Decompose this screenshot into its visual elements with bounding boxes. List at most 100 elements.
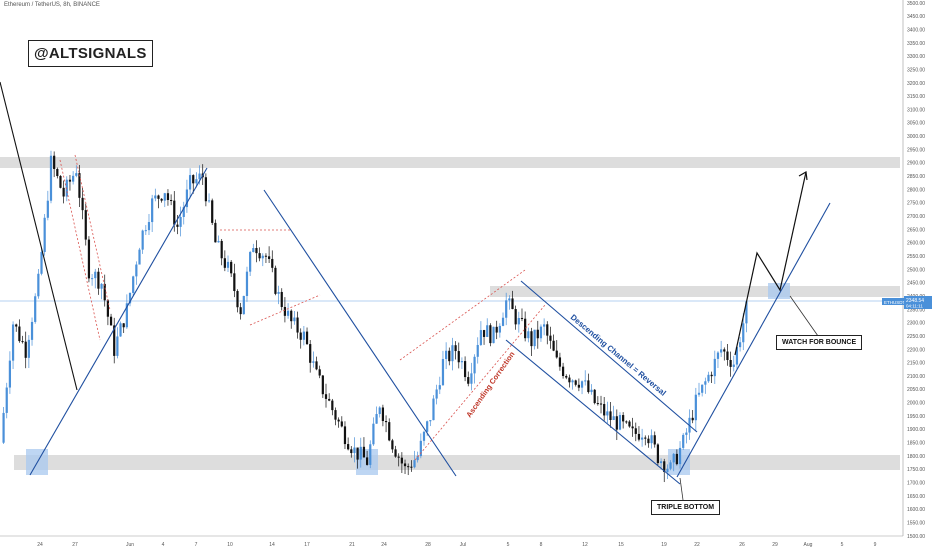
candle-down (675, 453, 678, 465)
x-tick-label: Jul (460, 542, 466, 548)
y-tick-label: 2150.00 (907, 361, 925, 367)
candle-down (331, 400, 334, 411)
candle-down (457, 351, 460, 363)
chart-header: Ethereum / TetherUS, 8h, BINANCE (4, 2, 100, 8)
x-tick-label: 27 (72, 542, 78, 548)
candle-down (78, 173, 81, 198)
trendline-up-2 (676, 202, 831, 478)
candle-down (220, 240, 223, 259)
y-tick-label: 1900.00 (907, 427, 925, 433)
y-tick-label: 1650.00 (907, 494, 925, 500)
bounce-zone (490, 286, 900, 297)
x-tick-label: 9 (874, 542, 877, 548)
candle-up (445, 350, 448, 360)
y-tick-label: 2500.00 (907, 267, 925, 273)
candle-down (495, 326, 498, 333)
candle-up (539, 326, 543, 339)
candle-up (293, 317, 296, 322)
candle-down (599, 403, 603, 405)
candle-down (267, 256, 271, 259)
candle-up (378, 407, 381, 415)
candle-down (305, 331, 309, 345)
candle-up (151, 198, 154, 223)
candle-up (369, 444, 372, 465)
candle-down (407, 466, 410, 468)
candle-down (362, 446, 366, 458)
y-tick-label: 1550.00 (907, 520, 925, 526)
x-tick-label: 8 (540, 542, 543, 548)
candle-up (37, 273, 40, 297)
candle-up (5, 387, 8, 413)
candle-down (223, 258, 226, 268)
candle-up (372, 423, 375, 445)
y-tick-label: 2650.00 (907, 227, 925, 233)
candle-up (640, 437, 644, 440)
ascending-correction-label: Ascending Correction (464, 349, 517, 419)
candle-up (697, 392, 701, 395)
candle-down (340, 421, 343, 427)
triple-pointer (679, 477, 684, 501)
x-tick-label: 7 (195, 542, 198, 548)
candle-up (438, 385, 441, 390)
candle-up (533, 329, 536, 347)
y-tick-label: 2100.00 (907, 374, 925, 380)
x-tick-label: 4 (162, 542, 165, 548)
candle-up (735, 347, 739, 365)
y-tick-label: 2300.00 (907, 321, 925, 327)
candle-up (476, 344, 479, 357)
y-tick-label: 2350.00 (907, 307, 925, 313)
x-tick-label: 24 (37, 542, 43, 548)
candle-up (90, 278, 94, 280)
candle-up (486, 325, 489, 337)
candle-down (157, 195, 160, 199)
candle-down (637, 433, 641, 440)
candle-up (517, 317, 520, 325)
candle-up (277, 291, 280, 294)
candle-up (479, 330, 483, 345)
y-tick-label: 2550.00 (907, 254, 925, 260)
y-tick-label: 2600.00 (907, 241, 925, 247)
candle-up (116, 336, 119, 356)
candle-up (119, 323, 122, 337)
watch-pointer (789, 295, 819, 337)
candle-down (511, 298, 514, 310)
candle-down (634, 428, 637, 434)
candle-up (312, 361, 315, 363)
y-tick-label: 2050.00 (907, 387, 925, 393)
candle-up (650, 435, 653, 444)
candle-down (489, 325, 492, 344)
candle-down (274, 267, 277, 294)
candle-up (185, 189, 189, 208)
candle-down (59, 176, 62, 188)
candle-down (315, 361, 318, 370)
candle-up (508, 298, 511, 301)
x-tick-label: Jun (126, 542, 134, 548)
x-tick-label: 17 (304, 542, 310, 548)
candle-down (656, 444, 660, 464)
candle-up (618, 415, 622, 430)
candle-down (628, 421, 631, 427)
y-tick-label: 3250.00 (907, 67, 925, 73)
y-tick-label: 3150.00 (907, 94, 925, 100)
candle-up (100, 283, 103, 289)
y-tick-label: 2750.00 (907, 201, 925, 207)
candle-down (631, 426, 634, 429)
candle-down (160, 198, 163, 201)
candle-down (324, 394, 328, 399)
y-tick-label: 2200.00 (907, 347, 925, 353)
brand-watermark: @ALTSIGNALS (28, 40, 153, 67)
x-tick-label: 28 (425, 542, 431, 548)
candle-down (280, 291, 283, 307)
candle-up (198, 173, 201, 180)
candle-down (644, 437, 647, 439)
y-tick-label: 2700.00 (907, 214, 925, 220)
candle-down (81, 197, 84, 211)
candle-up (498, 325, 501, 333)
candles-group (2, 150, 748, 483)
candle-down (622, 415, 625, 422)
candle-down (18, 326, 21, 342)
candle-up (217, 240, 220, 243)
candle-down (53, 155, 56, 169)
candle-down (403, 463, 407, 467)
candle-down (356, 447, 359, 460)
